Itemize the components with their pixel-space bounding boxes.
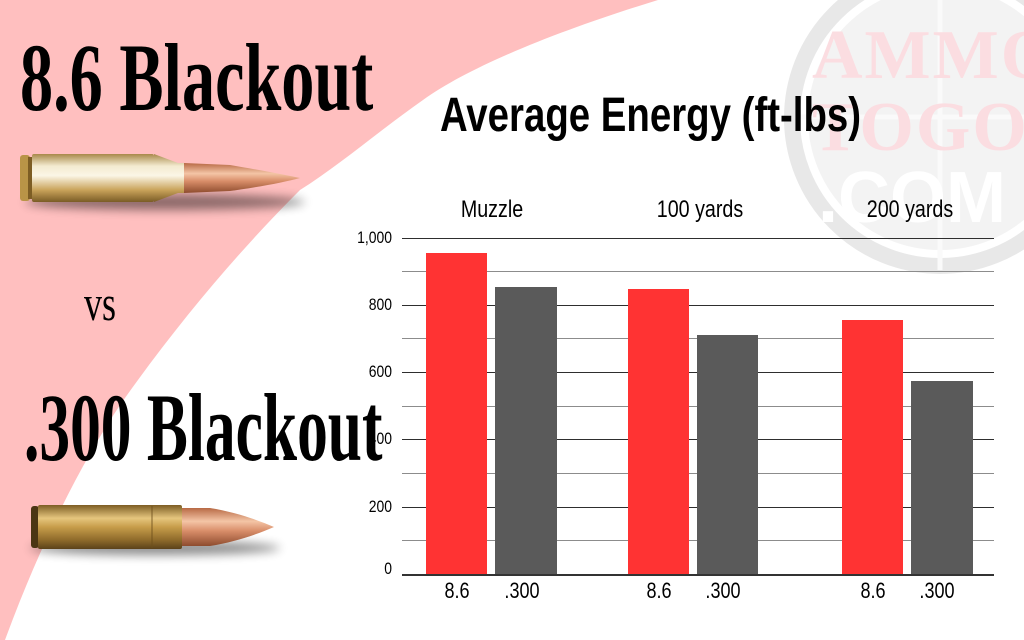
gridline-800	[402, 305, 994, 306]
y-tick-1000: 1,000	[357, 228, 392, 247]
y-tick-200: 200	[368, 497, 392, 516]
bar-label-200yd-8-6: 8.6	[860, 578, 886, 603]
x-axis-baseline	[402, 574, 994, 576]
bar-100yd-300	[697, 334, 758, 574]
bar-label-100yd-300: .300	[705, 578, 741, 603]
bar-label-muzzle-300: .300	[504, 578, 540, 603]
gridline-1000	[402, 238, 994, 239]
group-label-200-yards: 200 yards	[866, 196, 954, 223]
gridline-900	[402, 271, 994, 272]
cartridge-300-image	[30, 505, 280, 555]
bar-label-200yd-300: .300	[919, 578, 955, 603]
bar-200yd-8-6	[842, 319, 903, 574]
bar-100yd-8-6	[628, 289, 689, 574]
bar-label-100yd-8-6: 8.6	[646, 578, 672, 603]
y-tick-0: 0	[384, 559, 392, 578]
watermark-logo: AMMO TOGO .COM	[784, 0, 1024, 274]
cartridge-8-6-image	[20, 154, 305, 210]
bar-muzzle-300	[495, 287, 557, 574]
y-tick-600: 600	[368, 362, 392, 381]
group-label-muzzle: Muzzle	[460, 196, 524, 223]
caliber-a-heading: 8.6 Blackout	[20, 24, 374, 131]
chart-title: Average Energy (ft-lbs)	[440, 89, 862, 142]
bar-label-muzzle-8-6: 8.6	[444, 578, 470, 603]
svg-text:.COM: .COM	[818, 158, 1006, 238]
svg-text:AMMO: AMMO	[812, 17, 1024, 94]
bar-muzzle-8-6	[426, 253, 487, 574]
versus-label: vs	[84, 275, 117, 331]
caliber-b-heading: .300 Blackout	[24, 374, 383, 481]
y-tick-800: 800	[368, 295, 392, 314]
svg-text:TOGO: TOGO	[812, 89, 1024, 166]
bar-200yd-300	[911, 380, 973, 574]
y-tick-400: 400	[368, 429, 392, 448]
group-label-100-yards: 100 yards	[656, 196, 744, 223]
